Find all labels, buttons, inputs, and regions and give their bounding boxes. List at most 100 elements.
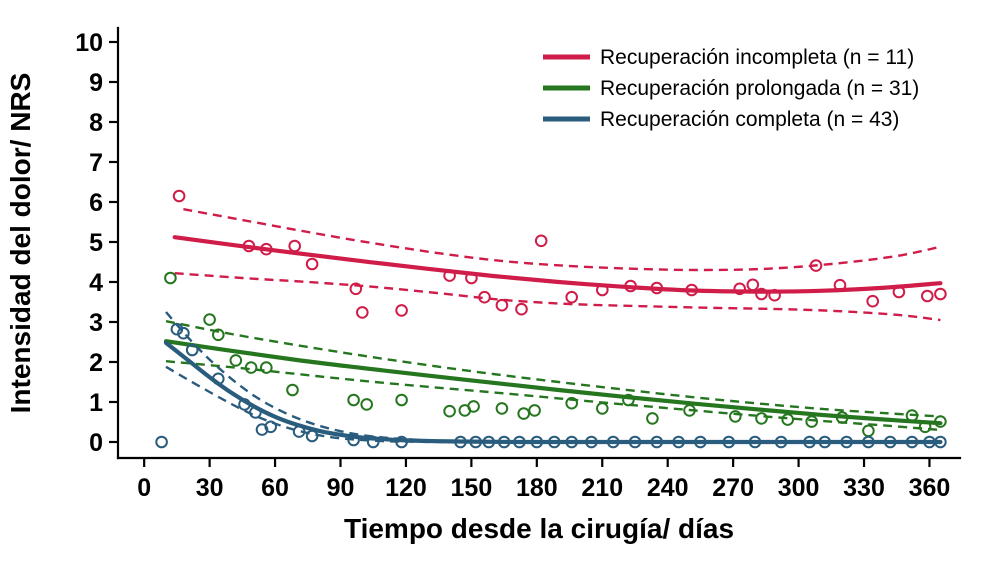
ci-upper-incompleta: [183, 208, 941, 272]
y-axis: 0 1 2 3 4 5 6 7 8 9 10: [75, 26, 120, 460]
data-point-prolongada: [495, 402, 509, 415]
data-point-completa: [292, 425, 306, 438]
data-point-completa: [264, 420, 278, 434]
data-point-completa: [454, 435, 467, 449]
series-prolongada: [163, 271, 947, 438]
data-point-prolongada: [260, 361, 273, 374]
series-incompleta: [172, 189, 947, 322]
x-tick-label: 90: [327, 474, 355, 502]
data-point-completa: [170, 322, 184, 336]
data-point-completa: [155, 435, 168, 449]
y-tick-label: 1: [89, 389, 103, 417]
data-point-prolongada: [164, 271, 177, 285]
y-tick-label: 10: [75, 29, 103, 57]
data-point-completa: [366, 435, 380, 449]
data-point-prolongada: [781, 413, 795, 426]
data-point-completa: [628, 435, 642, 449]
y-tick-label: 7: [89, 149, 103, 177]
data-point-completa: [934, 435, 947, 449]
data-point-prolongada: [905, 409, 919, 422]
data-point-completa: [347, 433, 360, 447]
data-point-prolongada: [805, 415, 819, 428]
x-tick-label: 60: [261, 474, 289, 502]
data-point-completa: [482, 435, 496, 449]
data-point-prolongada: [229, 354, 243, 367]
data-point-incompleta: [755, 287, 768, 301]
x-tick-label: 0: [137, 474, 151, 502]
ci-lower-incompleta: [174, 272, 941, 322]
x-tick-label: 150: [451, 474, 493, 502]
data-point-completa: [883, 435, 897, 449]
data-point-incompleta: [242, 239, 256, 253]
data-point-prolongada: [646, 412, 659, 425]
data-point-prolongada: [203, 313, 216, 326]
data-point-completa: [818, 435, 832, 449]
data-point-incompleta: [596, 283, 609, 297]
data-point-incompleta: [746, 278, 760, 292]
data-point-prolongada: [934, 415, 947, 428]
data-point-incompleta: [478, 290, 491, 304]
data-point-completa: [862, 435, 875, 449]
ci-lower-completa: [165, 365, 941, 444]
data-point-incompleta: [356, 306, 369, 319]
data-point-prolongada: [729, 410, 742, 423]
data-point-prolongada: [755, 412, 768, 425]
x-axis: 0 30 60 90 120 150 180 210 240 270 300 330 360: [116, 456, 962, 502]
x-axis-title: Tiempo desde la cirugía/ días: [344, 513, 734, 544]
data-point-completa: [530, 435, 544, 449]
data-point-incompleta: [515, 302, 528, 316]
data-point-prolongada: [528, 404, 541, 417]
data-point-completa: [722, 435, 736, 449]
ci-upper-completa: [165, 311, 941, 444]
y-tick-label: 6: [89, 189, 103, 217]
data-point-incompleta: [650, 281, 664, 295]
data-point-incompleta: [809, 259, 823, 272]
data-point-incompleta: [866, 294, 880, 308]
data-point-completa: [249, 406, 262, 419]
x-tick-label: 120: [385, 474, 427, 502]
y-tick-label: 0: [89, 429, 103, 457]
x-tick-label: 210: [581, 474, 623, 502]
data-point-incompleta: [624, 279, 637, 293]
data-point-incompleta: [685, 283, 699, 297]
fit-line-incompleta: [172, 235, 943, 294]
data-point-completa: [650, 435, 664, 449]
data-point-completa: [212, 372, 225, 386]
data-point-incompleta: [733, 282, 747, 296]
data-point-completa: [513, 435, 526, 449]
data-point-incompleta: [768, 288, 781, 302]
data-point-prolongada: [443, 404, 456, 418]
y-tick-label: 3: [89, 309, 103, 337]
legend-label-incompleta: Recuperación incompleta (n = 11): [600, 46, 914, 69]
data-point-completa: [305, 429, 319, 443]
x-tick-label: 270: [712, 474, 754, 502]
data-point-completa: [548, 435, 561, 449]
y-axis-title: Intensidad del dolor/ NRS: [5, 73, 36, 414]
y-tick-label: 8: [89, 109, 103, 137]
data-point-prolongada: [683, 404, 696, 417]
data-point-completa: [774, 435, 788, 449]
data-point-incompleta: [934, 287, 947, 301]
data-point-prolongada: [862, 424, 875, 438]
x-tick-label: 360: [909, 474, 951, 502]
y-tick-label: 9: [89, 69, 103, 97]
x-tick-label: 180: [516, 474, 558, 502]
data-point-prolongada: [347, 393, 360, 407]
data-point-prolongada: [622, 393, 635, 407]
legend-label-completa: Recuperación completa (n = 43): [600, 108, 899, 131]
data-point-incompleta: [892, 285, 906, 299]
data-point-prolongada: [244, 361, 258, 374]
data-point-prolongada: [212, 328, 225, 342]
data-point-incompleta: [172, 189, 186, 203]
data-point-completa: [497, 435, 511, 449]
data-point-incompleta: [443, 269, 456, 282]
y-tick-label: 2: [89, 349, 103, 377]
data-point-completa: [803, 435, 816, 449]
data-point-incompleta: [465, 271, 478, 285]
data-point-prolongada: [596, 402, 609, 415]
legend-label-prolongada: Recuperación prolongada (n = 31): [600, 77, 919, 100]
data-point-prolongada: [467, 400, 480, 413]
data-point-completa: [748, 435, 762, 449]
